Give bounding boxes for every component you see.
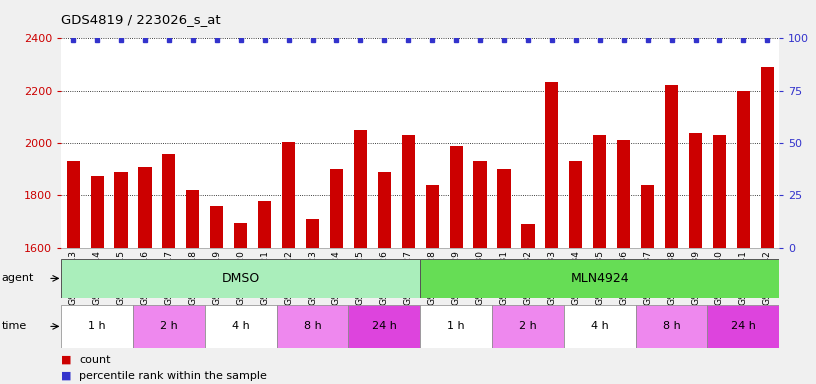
Bar xyxy=(61,259,420,298)
Bar xyxy=(330,169,343,248)
Text: 2 h: 2 h xyxy=(519,321,537,331)
Bar xyxy=(420,305,492,348)
Bar xyxy=(205,305,277,348)
Text: 8 h: 8 h xyxy=(663,321,681,331)
Text: 24 h: 24 h xyxy=(731,321,756,331)
Text: count: count xyxy=(79,355,111,365)
Bar xyxy=(139,167,152,248)
Bar xyxy=(133,305,205,348)
Bar xyxy=(564,305,636,348)
Text: 24 h: 24 h xyxy=(372,321,397,331)
Bar xyxy=(277,305,348,348)
Text: percentile rank within the sample: percentile rank within the sample xyxy=(79,371,267,381)
Bar xyxy=(378,172,391,248)
Bar xyxy=(761,67,774,248)
Bar xyxy=(67,161,80,248)
Bar xyxy=(420,259,779,298)
Bar xyxy=(348,305,420,348)
Text: ■: ■ xyxy=(61,371,72,381)
Bar xyxy=(593,135,606,248)
Bar xyxy=(498,169,511,248)
Bar xyxy=(426,185,439,248)
Text: MLN4924: MLN4924 xyxy=(570,272,629,285)
Text: 1 h: 1 h xyxy=(88,321,106,331)
Text: 4 h: 4 h xyxy=(591,321,609,331)
Bar xyxy=(636,305,707,348)
Bar xyxy=(186,190,199,248)
Bar xyxy=(521,224,534,248)
Text: DMSO: DMSO xyxy=(222,272,259,285)
Bar xyxy=(617,141,630,248)
Bar xyxy=(162,154,175,248)
Text: 1 h: 1 h xyxy=(447,321,465,331)
Text: agent: agent xyxy=(2,273,34,283)
Bar xyxy=(737,91,750,248)
Bar xyxy=(450,146,463,248)
Bar xyxy=(492,305,564,348)
Text: 8 h: 8 h xyxy=(304,321,322,331)
Bar xyxy=(473,161,486,248)
Bar xyxy=(354,130,367,248)
Bar xyxy=(234,223,247,248)
Text: GDS4819 / 223026_s_at: GDS4819 / 223026_s_at xyxy=(61,13,221,26)
Bar xyxy=(282,142,295,248)
Text: 2 h: 2 h xyxy=(160,321,178,331)
Text: ■: ■ xyxy=(61,355,72,365)
Bar xyxy=(545,81,558,248)
Bar xyxy=(689,132,702,248)
Bar xyxy=(61,305,133,348)
Text: time: time xyxy=(2,321,27,331)
Bar xyxy=(306,219,319,248)
Bar xyxy=(211,206,224,248)
Bar xyxy=(665,86,678,248)
Bar xyxy=(707,305,779,348)
Bar xyxy=(401,135,415,248)
Bar xyxy=(641,185,654,248)
Bar xyxy=(713,135,726,248)
Bar xyxy=(570,161,583,248)
Bar xyxy=(258,200,271,248)
Bar xyxy=(114,172,127,248)
Text: 4 h: 4 h xyxy=(232,321,250,331)
Bar xyxy=(91,176,104,248)
